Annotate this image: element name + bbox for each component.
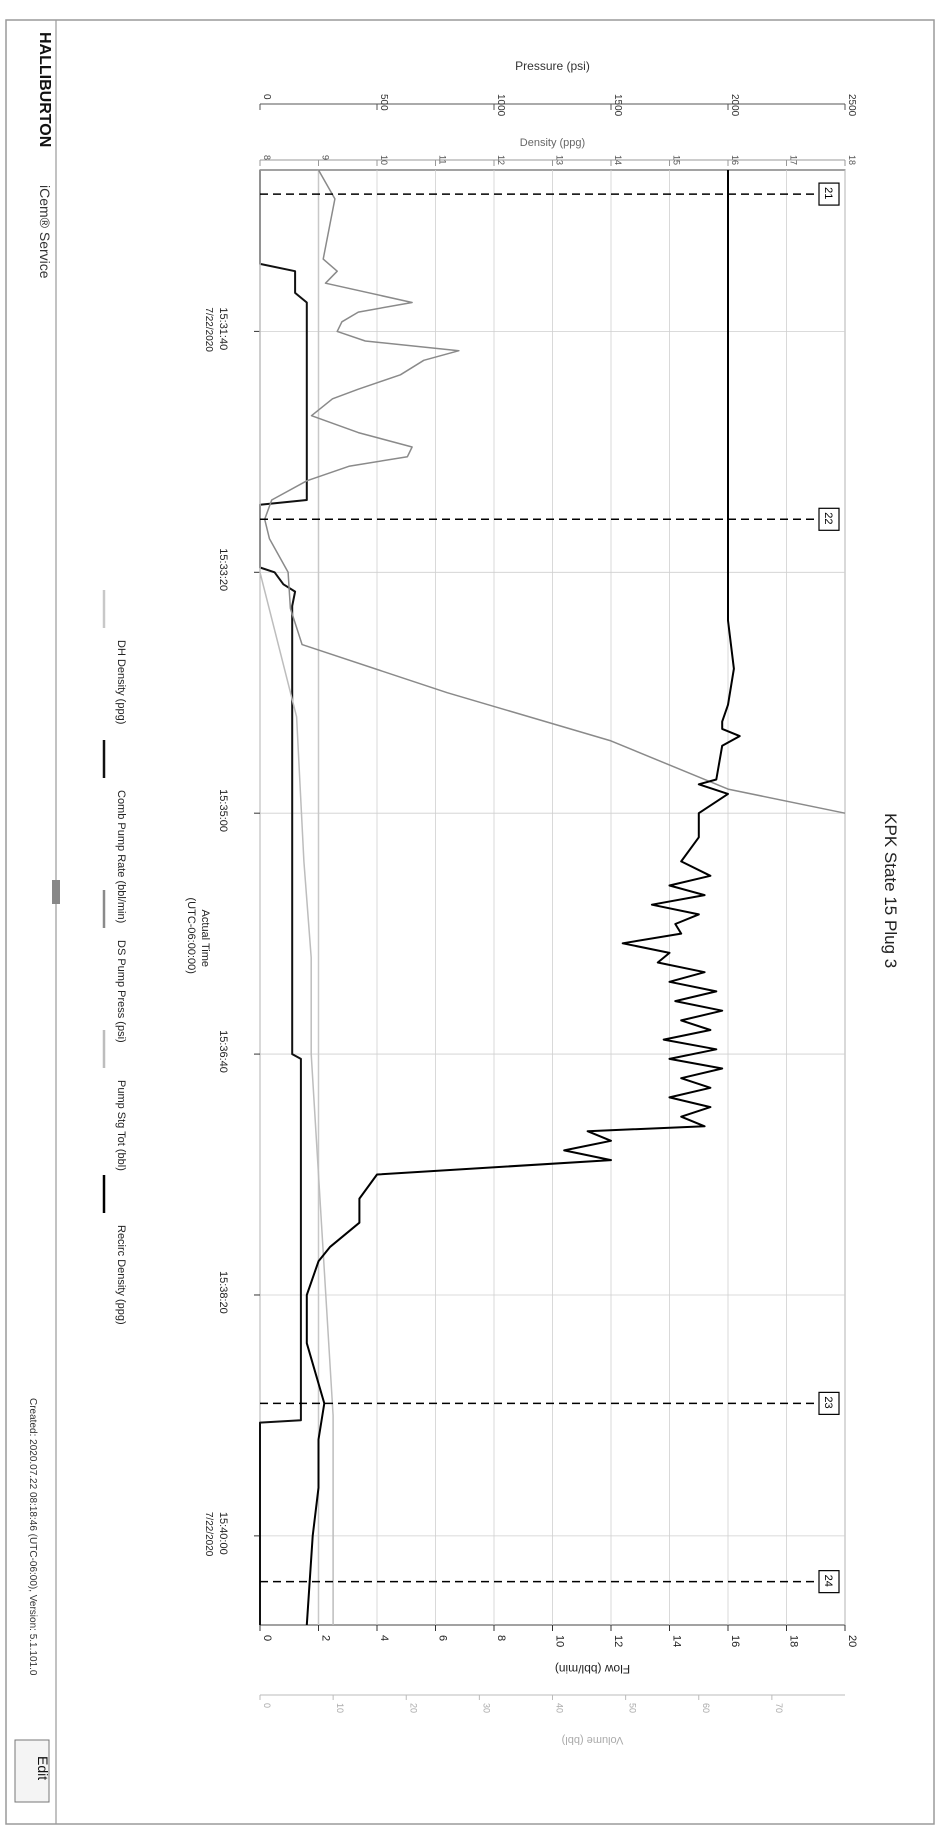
time-tick-label: 15:38:20 — [217, 1271, 229, 1314]
series-line-2 — [263, 169, 846, 814]
brand-logo: HALLIBURTON — [36, 32, 53, 147]
chart-title: KPK State 15 Plug 3 — [881, 813, 900, 968]
volume-tick-label: 50 — [628, 1703, 638, 1713]
volume-tick-label: 40 — [555, 1703, 565, 1713]
legend: DH Density (ppg) Comb Pump Rate (bbl/min)… — [102, 590, 127, 1325]
flow-tick-label: 2 — [320, 1635, 332, 1641]
volume-tick-label: 70 — [774, 1703, 784, 1713]
product-name: iCem® Service — [37, 185, 53, 279]
event-label-22: 22 — [822, 512, 834, 524]
event-box-23 — [818, 1391, 840, 1415]
density-tick-label: 16 — [730, 155, 740, 165]
flow-tick-label: 12 — [612, 1635, 624, 1647]
series-line-1 — [259, 170, 308, 1625]
density-tick-label: 13 — [555, 155, 565, 165]
event-box-24 — [818, 1570, 840, 1594]
edit-label: Edit — [35, 1756, 51, 1780]
flow-tick-label: 8 — [495, 1635, 507, 1641]
flow-axis-label: Flow (bbl/min) — [555, 1662, 630, 1676]
event-label-24: 24 — [822, 1575, 834, 1587]
series-layer — [259, 169, 846, 1626]
density-tick-label: 14 — [613, 155, 623, 165]
legend-label-0: DH Density (ppg) — [115, 640, 127, 724]
density-tick-label: 9 — [321, 155, 331, 160]
volume-tick-label: 20 — [408, 1703, 418, 1713]
outer-frame — [5, 19, 935, 1825]
event-label-21: 21 — [822, 187, 834, 199]
pressure-tick-label: 500 — [378, 94, 389, 111]
volume-tick-label: 30 — [481, 1703, 491, 1713]
collapse-handle[interactable] — [52, 880, 60, 904]
density-axis-label: Density (ppg) — [520, 137, 585, 149]
gridlines — [259, 170, 846, 1625]
series-line-4 — [305, 170, 741, 1626]
legend-label-1: Comb Pump Rate (bbl/min) — [115, 790, 127, 923]
density-tick-label: 12 — [496, 155, 506, 165]
series-line-3 — [259, 170, 334, 1625]
header-strip: HALLIBURTON iCem® Service Created: 2020.… — [14, 32, 53, 1803]
legend-label-4: Recirc Density (ppg) — [115, 1225, 127, 1325]
flow-tick-label: 18 — [788, 1635, 800, 1647]
event-box-22 — [818, 507, 840, 531]
flow-tick-label: 10 — [554, 1635, 566, 1647]
time-tick-date: 7/22/2020 — [203, 307, 214, 352]
time-tick-label: 15:33:20 — [217, 548, 229, 591]
pressure-tick-label: 0 — [261, 94, 272, 100]
time-tick-date: 7/22/2020 — [203, 1512, 214, 1557]
time-tick-label: 15:40:00 — [217, 1512, 229, 1555]
flow-tick-label: 16 — [729, 1635, 741, 1647]
legend-label-2: DS Pump Press (psi) — [115, 940, 127, 1043]
density-tick-label: 8 — [262, 155, 272, 160]
density-tick-label: 10 — [379, 155, 389, 165]
density-tick-label: 17 — [789, 155, 799, 165]
volume-tick-label: 0 — [262, 1703, 272, 1708]
pressure-tick-label: 2000 — [729, 94, 740, 117]
volume-tick-label: 10 — [335, 1703, 345, 1713]
event-box-21 — [818, 182, 840, 206]
event-label-23: 23 — [822, 1396, 834, 1408]
x-axis-label: Actual Time — [199, 910, 211, 967]
time-tick-label: 15:31:40 — [217, 307, 229, 350]
time-tick-label: 15:36:40 — [217, 1030, 229, 1073]
x-axis-sublabel: (UTC-06:00:00) — [185, 898, 197, 974]
flow-tick-label: 4 — [378, 1635, 390, 1641]
event-markers: 21 22 23 24 — [260, 182, 840, 1594]
density-tick-label: 15 — [672, 155, 682, 165]
pressure-tick-label: 1000 — [495, 94, 506, 117]
pressure-tick-label: 2500 — [846, 94, 857, 117]
flow-tick-label: 20 — [846, 1635, 858, 1647]
flow-tick-label: 6 — [437, 1635, 449, 1641]
time-tick-label: 15:35:00 — [217, 789, 229, 832]
created-info: Created: 2020.07.22 08:18:46 (UTC-06:00)… — [27, 1398, 38, 1676]
edit-button[interactable]: Edit — [14, 1739, 51, 1803]
legend-label-3: Pump Stg Tot (bbl) — [115, 1080, 127, 1171]
density-tick-label: 18 — [847, 155, 857, 165]
density-tick-label: 11 — [438, 155, 448, 164]
volume-tick-label: 60 — [701, 1703, 711, 1713]
flow-tick-label: 14 — [671, 1635, 683, 1647]
pressure-axis-label: Pressure (psi) — [515, 59, 590, 73]
volume-axis-label: Volume (bbl) — [562, 1734, 624, 1746]
flow-tick-label: 0 — [261, 1635, 273, 1641]
pressure-tick-label: 1500 — [612, 94, 623, 117]
